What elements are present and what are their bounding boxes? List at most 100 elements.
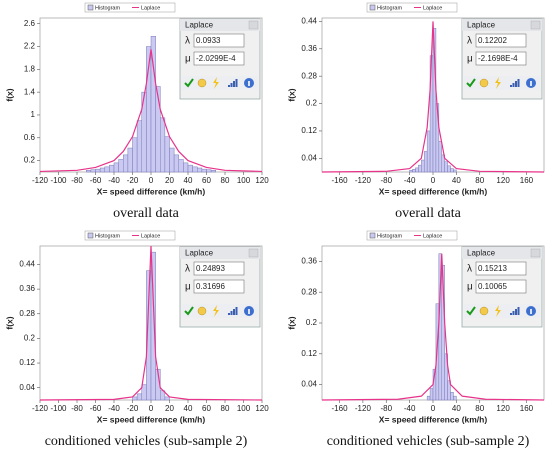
dialog-titlebar xyxy=(462,247,542,259)
param-field xyxy=(193,51,245,66)
histogram-bar xyxy=(127,147,133,173)
legend-swatch xyxy=(369,4,376,11)
x-tick-label: -20 xyxy=(127,176,139,185)
x-tick-label: -100 xyxy=(50,176,67,185)
ok-icon xyxy=(466,306,476,316)
legend-label: Laplace xyxy=(141,233,160,239)
legend-swatch xyxy=(87,4,94,11)
legend-label: Histogram xyxy=(377,5,402,11)
histogram-bar xyxy=(160,117,166,173)
x-tick-label: -80 xyxy=(71,176,83,185)
ok-icon xyxy=(466,78,476,88)
param-value: 0.31696 xyxy=(196,282,225,291)
histogram-bar xyxy=(123,154,129,173)
x-tick-label: 40 xyxy=(452,404,461,413)
y-tick-label: 0.2 xyxy=(24,334,36,343)
caption: overall data xyxy=(395,206,461,221)
chart-icon xyxy=(512,83,515,87)
x-tick-label: 120 xyxy=(255,176,269,185)
histogram-bar xyxy=(136,393,142,401)
x-tick-label: -40 xyxy=(404,404,416,413)
dialog-titlebar xyxy=(180,19,260,31)
histogram-bar xyxy=(444,161,448,173)
x-axis-label: X= speed difference (km/h) xyxy=(379,186,488,196)
info-mark xyxy=(248,309,250,314)
close-button xyxy=(248,248,259,258)
dialog-title: Laplace xyxy=(185,249,214,258)
x-axis-label: X= speed difference (km/h) xyxy=(379,414,488,424)
y-tick-label: 0.2 xyxy=(306,318,318,327)
y-axis-label: f(x) xyxy=(286,316,296,329)
x-axis-label: X= speed difference (km/h) xyxy=(97,414,206,424)
x-tick-label: 0 xyxy=(149,176,154,185)
y-tick-label: 0.12 xyxy=(19,358,35,367)
x-tick-label: 0 xyxy=(431,176,436,185)
x-tick-label: 80 xyxy=(221,176,230,185)
chart-icon xyxy=(510,85,512,87)
dialog-title: Laplace xyxy=(467,21,496,30)
histogram-bar xyxy=(423,151,428,173)
x-tick-label: 60 xyxy=(202,404,211,413)
chart-icon xyxy=(515,81,517,87)
caption: overall data xyxy=(113,206,179,221)
x-tick-label: -40 xyxy=(108,404,120,413)
x-tick-label: 0 xyxy=(149,404,154,413)
histogram-bar xyxy=(169,147,175,173)
histogram-bar xyxy=(415,167,419,173)
x-tick-label: 80 xyxy=(221,404,230,413)
param-field xyxy=(193,33,245,48)
x-tick-label: -80 xyxy=(380,404,392,413)
histogram-bar xyxy=(447,380,451,401)
dialog-title: Laplace xyxy=(467,249,496,258)
x-tick-label: -120 xyxy=(355,404,372,413)
histogram-bar xyxy=(421,159,425,173)
dialog-titlebar xyxy=(180,247,260,259)
chart-icon xyxy=(230,311,233,315)
param-field xyxy=(193,279,245,294)
x-tick-label: -40 xyxy=(404,176,416,185)
param-symbol: μ xyxy=(185,282,191,293)
param-symbol: λ xyxy=(467,264,472,275)
x-tick-label: 80 xyxy=(475,176,484,185)
histogram-bar xyxy=(109,164,115,173)
param-value: -2.1698E-4 xyxy=(478,54,518,63)
x-tick-label: 40 xyxy=(184,176,193,185)
histogram-bar xyxy=(164,396,170,401)
histogram-bar xyxy=(132,137,138,173)
histogram-bar xyxy=(453,395,457,401)
legend-box xyxy=(366,2,458,13)
run-icon xyxy=(495,77,501,89)
param-symbol: λ xyxy=(467,36,472,47)
param-field xyxy=(475,279,527,294)
param-symbol: μ xyxy=(467,282,473,293)
x-tick-label: 120 xyxy=(496,404,510,413)
laplace-curve xyxy=(321,21,545,173)
x-tick-label: 40 xyxy=(184,404,193,413)
param-field xyxy=(475,33,527,48)
param-value: 0.15213 xyxy=(478,264,507,273)
y-axis-label: f(x) xyxy=(4,88,14,101)
x-tick-label: 100 xyxy=(237,404,251,413)
x-tick-label: 60 xyxy=(202,176,211,185)
x-tick-label: -160 xyxy=(332,176,349,185)
legend-swatch xyxy=(369,232,376,239)
histogram-bar xyxy=(192,166,198,173)
chart-icon xyxy=(235,307,238,315)
run-icon xyxy=(495,305,501,317)
histogram-bar xyxy=(450,392,454,401)
y-tick-label: 0.36 xyxy=(301,257,317,266)
x-tick-label: 120 xyxy=(255,404,269,413)
laplace-curve xyxy=(39,49,263,173)
histogram-bar xyxy=(118,159,124,173)
x-tick-label: 160 xyxy=(520,176,534,185)
y-tick-label: 0.28 xyxy=(301,287,317,296)
y-axis-label: f(x) xyxy=(286,88,296,101)
chart-icon xyxy=(233,309,235,315)
info-mark xyxy=(248,81,250,86)
chart-icon xyxy=(235,79,238,87)
histogram-bar xyxy=(99,167,105,173)
ok-icon xyxy=(184,78,194,88)
ok-icon xyxy=(184,306,194,316)
legend-box xyxy=(366,230,458,241)
y-tick-label: 0.44 xyxy=(19,260,35,269)
